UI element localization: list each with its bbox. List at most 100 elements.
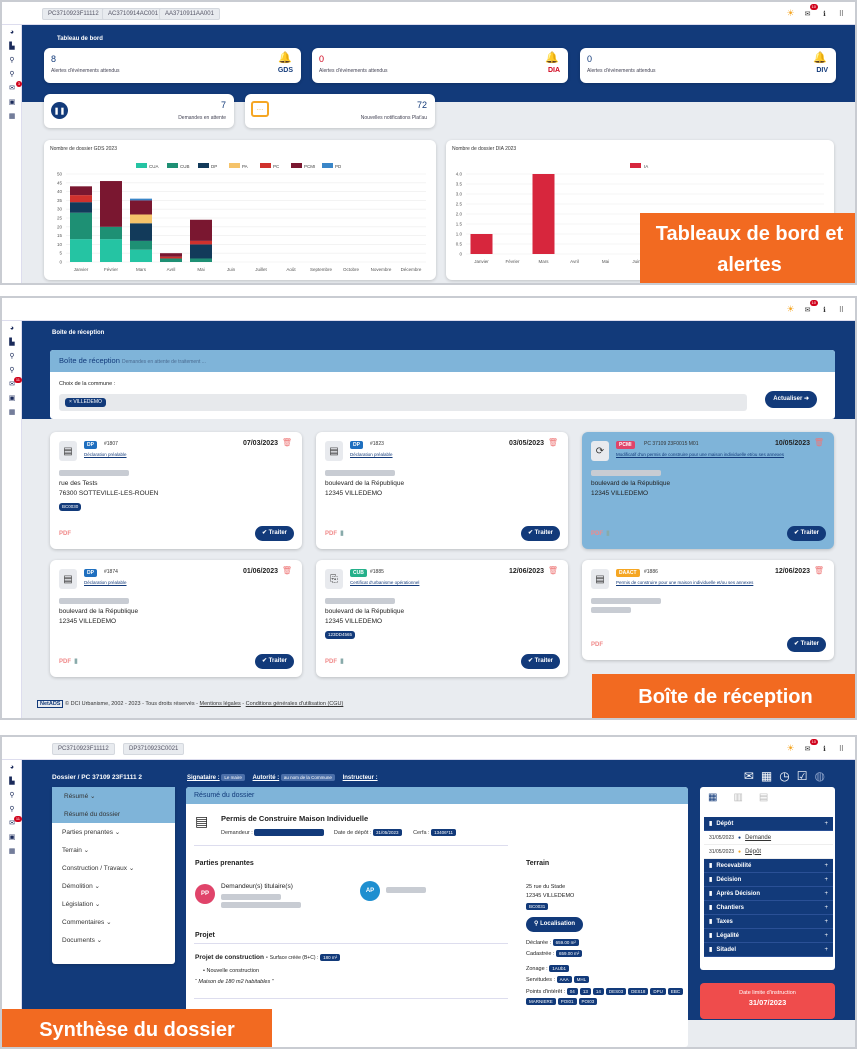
search-icon[interactable]: ⚲ [9,792,15,799]
info-icon[interactable]: ℹ [823,10,826,18]
dashboard-icon[interactable]: ◕ [9,763,15,771]
trash-icon[interactable]: 🗑 [547,438,558,447]
pdf-icon[interactable]: PDF [591,531,603,537]
pdf-icon[interactable]: PDF [325,531,337,537]
dossier-chip[interactable]: PC3710923F11112 [42,8,105,20]
traiter-button[interactable]: ✔ Traiter [520,654,560,669]
procedure-row[interactable]: ▮ Sitadel + [704,943,833,957]
trash-icon[interactable]: 🗑 [547,566,558,575]
dossier-type-link[interactable]: Déclaration préalable [350,452,393,457]
advanced-search-icon[interactable]: ⚲ [9,367,15,374]
dossier-card[interactable]: ▤ DP #1823 03/05/2023 🗑 Déclaration préalable… [316,432,568,549]
calendar-icon[interactable]: ▦ [8,409,16,416]
alert-card-dia[interactable]: 0 Alertes d'évènements attendus 🔔 DIA [312,48,568,83]
alert-card-gds[interactable]: 8 Alertes d'évènements attendus 🔔 GDS [44,48,301,83]
pdf-icon[interactable]: PDF [59,659,71,665]
procedure-row[interactable]: ▮ Dépôt + [704,817,833,831]
commune-tag[interactable]: × VILLEDEMO [65,398,106,407]
nav-parties[interactable]: Parties prenantes ⌄ [62,828,121,837]
building-icon[interactable]: ▙ [9,43,15,50]
save-icon[interactable]: ▣ [8,395,16,402]
procedure-row[interactable]: ▮ Chantiers + [704,901,833,915]
nav-demolition[interactable]: Démolition ⌄ [62,882,100,891]
building-icon[interactable]: ▙ [9,778,15,785]
dossier-type-link[interactable]: Déclaration préalable [84,452,127,457]
plus-icon[interactable]: + [824,876,828,883]
nav-construction[interactable]: Construction / Travaux ⌄ [62,864,135,873]
dossier-chip[interactable]: PC3710923F11112 [52,743,115,755]
nav-commentaires[interactable]: Commentaires ⌄ [62,918,112,927]
task-icon[interactable]: ☑ [796,769,808,783]
building-icon[interactable]: ▙ [9,339,15,346]
traiter-button[interactable]: ✔ Traiter [786,637,826,652]
trash-icon[interactable]: 🗑 [813,566,824,575]
nav-documents[interactable]: Documents ⌄ [62,936,103,945]
clock-icon[interactable]: ◷ [779,769,790,783]
plus-icon[interactable]: + [824,862,828,869]
pdf-icon[interactable]: PDF [325,659,337,665]
advanced-search-icon[interactable]: ⚲ [9,806,15,813]
save-icon[interactable]: ▣ [8,834,16,841]
calendar-tab-icon[interactable]: ▦ [708,792,718,803]
info-icon[interactable]: ℹ [823,306,826,314]
event-row[interactable]: 31/05/2023 ● Dépôt [704,845,833,859]
legal-link[interactable]: Mentions légales [199,701,241,707]
pdf-icon[interactable]: PDF [59,531,71,537]
theme-sun-icon[interactable]: ☀ [786,304,795,314]
dashboard-icon[interactable]: ◕ [9,28,15,36]
dossier-card[interactable]: ▤ DP #1807 07/03/2023 🗑 Déclaration préalable… [50,432,302,549]
dossier-type-link[interactable]: Déclaration préalable [84,580,127,585]
traiter-button[interactable]: ✔ Traiter [786,526,826,541]
dossier-type-link[interactable]: Certificat d'urbanisme opérationnel [350,580,420,585]
procedure-row[interactable]: ▮ Légalité + [704,929,833,943]
plus-icon[interactable]: + [824,820,828,827]
dossier-card[interactable]: ▤ DP #1874 01/06/2023 🗑 Déclaration préalable… [50,560,302,677]
file-icon[interactable]: ▮ [340,658,344,665]
dossier-chip[interactable]: AA3710911AA001 [159,8,220,20]
nav-legislation[interactable]: Législation ⌄ [62,900,101,909]
plus-icon[interactable]: + [824,904,828,911]
localisation-button[interactable]: ⚲ Localisation [526,917,584,932]
dossier-card[interactable]: ⎘ CUB #1885 12/06/2023 🗑 Certificat d'urbanis… [316,560,568,677]
building-tab-icon[interactable]: ▥ [733,792,743,803]
procedure-row[interactable]: ▮ Recevabilité + [704,859,833,873]
inbox-icon[interactable]: ✉ 11 [9,377,22,388]
refresh-button[interactable]: Actualiser ➜ [765,391,817,408]
pdf-icon[interactable]: PDF [591,642,603,648]
dashboard-icon[interactable]: ◕ [9,324,15,332]
search-icon[interactable]: ⚲ [9,353,15,360]
dossier-chip[interactable]: DP3710923C0021 [123,743,185,755]
alert-card-div[interactable]: 0 Alertes d'évènements attendus 🔔 DIV [580,48,836,83]
cgu-link[interactable]: Conditions générales d'utilisation (CGU) [245,701,344,707]
apps-grid-icon[interactable]: ⠿ [838,745,845,753]
plus-icon[interactable]: + [824,932,828,939]
inbox-icon[interactable]: ✉ 11 [9,816,22,827]
notifications-card[interactable]: … 72 Nouvelles notifications Plat'au [245,94,435,128]
apps-grid-icon[interactable]: ⠿ [838,306,845,314]
notifications-icon[interactable]: ✉ 10 [804,300,818,314]
traiter-button[interactable]: ✔ Traiter [520,526,560,541]
notifications-icon[interactable]: ✉ 10 [804,4,818,18]
file-icon[interactable]: ▮ [340,530,344,537]
commune-select[interactable]: × VILLEDEMO [59,394,747,411]
theme-sun-icon[interactable]: ☀ [786,8,795,18]
plus-icon[interactable]: + [824,890,828,897]
nav-terrain[interactable]: Terrain ⌄ [62,846,90,855]
inbox-icon[interactable]: ✉ 3 [9,81,22,92]
calendar-icon[interactable]: ▦ [760,769,773,783]
procedure-row[interactable]: ▮ Après Décision + [704,887,833,901]
event-row[interactable]: 31/05/2023 ● Demande [704,831,833,845]
archive-tab-icon[interactable]: ▤ [758,792,769,803]
nav-resume-dossier[interactable]: Résumé du dossier [52,805,175,823]
apps-grid-icon[interactable]: ⠿ [838,10,845,18]
file-icon[interactable]: ▮ [74,658,78,665]
notifications-icon[interactable]: ✉ 10 [804,739,818,753]
traiter-button[interactable]: ✔ Traiter [254,654,294,669]
theme-sun-icon[interactable]: ☀ [786,743,795,753]
calendar-icon[interactable]: ▦ [8,848,16,855]
procedure-row[interactable]: ▮ Décision + [704,873,833,887]
procedure-row[interactable]: ▮ Taxes + [704,915,833,929]
file-icon[interactable]: ▮ [606,530,610,537]
nav-resume[interactable]: Résumé ⌄ [64,792,96,801]
mail-icon[interactable]: ✉ [743,769,754,783]
